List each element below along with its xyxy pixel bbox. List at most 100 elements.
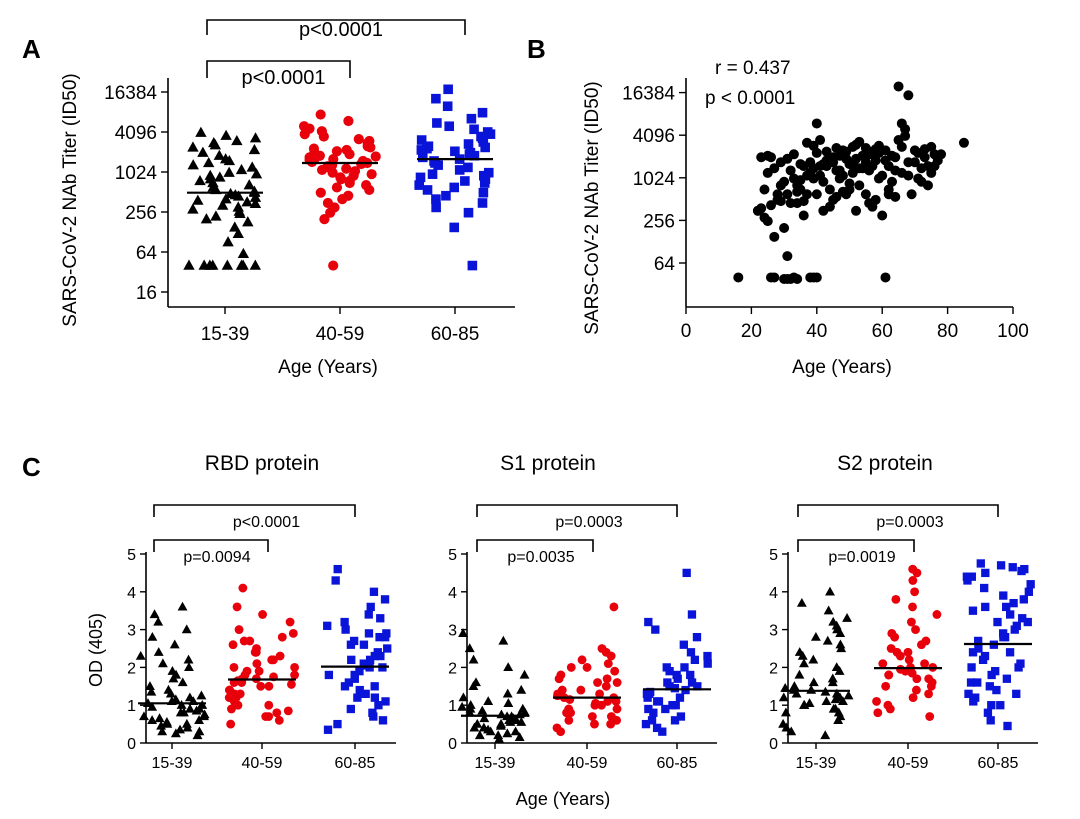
data-point: [782, 189, 793, 200]
data-point: [198, 259, 210, 270]
data-point: [900, 130, 911, 141]
data-point: [821, 696, 832, 706]
data-point: [183, 654, 194, 664]
data-point: [204, 169, 216, 180]
data-point: [759, 184, 770, 195]
data-point: [1026, 580, 1035, 589]
data-point: [429, 156, 439, 166]
data-point: [299, 121, 310, 132]
data-point: [786, 726, 797, 736]
data-point: [364, 629, 374, 638]
data-point: [798, 196, 809, 207]
data-point: [799, 700, 810, 709]
y-tick-label: 3: [127, 623, 136, 640]
data-point: [153, 616, 164, 626]
data-point: [662, 663, 671, 672]
data-point: [224, 685, 234, 695]
data-point: [493, 730, 504, 740]
data-point: [1009, 598, 1018, 608]
y-tick-label: 0: [448, 736, 457, 753]
y-tick-label: 4: [127, 585, 136, 602]
data-point: [423, 141, 434, 152]
data-point: [860, 157, 871, 168]
data-point: [229, 221, 241, 232]
data-point: [331, 182, 343, 193]
data-point: [877, 170, 888, 181]
significance-bracket: [797, 539, 915, 552]
data-point: [872, 697, 881, 706]
data-point: [349, 636, 359, 646]
significance-bracket: [153, 504, 356, 517]
data-point: [416, 135, 427, 145]
data-point: [474, 730, 485, 740]
data-point: [999, 591, 1008, 600]
data-point: [679, 640, 688, 649]
data-point: [194, 715, 205, 724]
data-point: [873, 708, 883, 718]
significance-bracket: [206, 60, 351, 78]
series-15-39: [778, 586, 854, 740]
data-point: [331, 576, 340, 585]
data-point: [966, 678, 976, 687]
data-point: [457, 701, 468, 711]
data-point: [820, 730, 831, 740]
data-point: [785, 165, 796, 176]
data-point: [815, 135, 826, 146]
data-point: [999, 633, 1008, 642]
data-point: [687, 610, 697, 619]
data-point: [194, 174, 206, 186]
data-point: [192, 194, 204, 205]
data-point: [692, 633, 702, 642]
data-point: [808, 654, 819, 664]
data-point: [828, 616, 839, 626]
data-point: [824, 184, 835, 195]
data-point: [987, 701, 996, 710]
data-point: [431, 93, 441, 104]
panel-b: 64 256 1024 4096 16384 0 20 40 60 80 100 SARS-CoV-2…: [582, 58, 1029, 378]
data-point: [267, 655, 277, 665]
data-point: [432, 118, 442, 128]
data-point: [520, 707, 530, 717]
y-tick-label: 4: [769, 585, 778, 602]
data-point: [890, 165, 901, 176]
data-point: [463, 207, 474, 218]
p-value-label: p=0.0094: [183, 549, 250, 566]
y-tick-label: 16: [136, 283, 157, 304]
data-point: [663, 678, 672, 687]
data-point: [355, 685, 364, 695]
data-point: [924, 674, 934, 684]
data-point: [241, 196, 253, 207]
data-point: [183, 259, 195, 270]
y-tick-label: 1024: [633, 169, 676, 190]
data-point: [926, 141, 937, 152]
data-point: [479, 170, 489, 181]
data-point: [242, 666, 252, 676]
data-point: [468, 654, 479, 664]
data-point: [208, 136, 220, 148]
data-point: [370, 651, 379, 661]
x-tick-label: 60-85: [657, 755, 698, 772]
data-point: [353, 693, 362, 702]
data-point: [782, 251, 793, 262]
data-point: [181, 624, 192, 634]
y-tick-label: 16384: [622, 84, 675, 105]
data-point: [576, 685, 586, 695]
data-point: [830, 703, 841, 713]
data-point: [808, 163, 819, 174]
data-point: [249, 197, 262, 209]
data-point: [687, 678, 697, 687]
data-point: [582, 662, 592, 672]
data-point: [328, 260, 339, 271]
data-point: [478, 722, 489, 732]
data-point: [200, 213, 213, 224]
data-point: [864, 198, 875, 209]
data-point: [232, 227, 244, 239]
panel-c-3: 0 1 2 3 4 5 15-39 40-59 60-85 S2 protein p=0.0003 p…: [769, 452, 1038, 772]
data-point: [353, 134, 364, 145]
data-point: [815, 170, 826, 181]
data-point: [877, 210, 888, 221]
data-point: [912, 674, 922, 684]
data-point: [366, 602, 375, 612]
data-point: [645, 689, 654, 699]
y-tick-label: 2: [769, 660, 778, 677]
